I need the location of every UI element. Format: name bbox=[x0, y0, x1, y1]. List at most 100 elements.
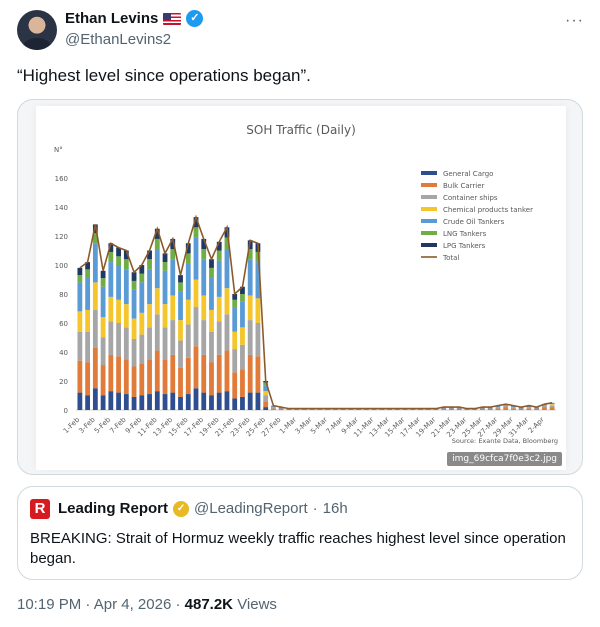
soh-traffic-chart: SOH Traffic (Daily) N° 0 20 40 60 80 100 120 140 1… bbox=[54, 123, 558, 445]
bar-segment bbox=[216, 296, 222, 322]
bar-segment bbox=[131, 289, 137, 319]
bar-segment bbox=[503, 407, 509, 410]
bar-segment bbox=[201, 392, 207, 410]
y-tick-label: 80 bbox=[59, 291, 68, 299]
bar-segment bbox=[224, 288, 230, 315]
bar-segment bbox=[154, 391, 160, 410]
bar-segment bbox=[201, 295, 207, 321]
bar-segment bbox=[495, 408, 501, 410]
bar-segment bbox=[185, 324, 191, 358]
bar-segment bbox=[534, 408, 540, 410]
bar-segment bbox=[193, 217, 199, 228]
bar-segment bbox=[162, 270, 168, 305]
more-options-icon[interactable]: ··· bbox=[565, 12, 584, 29]
legend-label: Chemical products tanker bbox=[443, 206, 533, 214]
bar-segment bbox=[108, 251, 114, 263]
bar-segment bbox=[154, 249, 160, 289]
chart-image: SOH Traffic (Daily) N° 0 20 40 60 80 100 120 140 1… bbox=[36, 106, 566, 470]
bar-segment bbox=[170, 354, 176, 393]
bar-segment bbox=[240, 369, 245, 397]
bar-segment bbox=[209, 362, 214, 396]
bar-segment bbox=[170, 259, 176, 296]
legend-label-total: Total bbox=[442, 254, 459, 262]
quoted-tweet[interactable]: R Leading Report ✓ @LeadingReport · 16h … bbox=[17, 486, 583, 580]
legend-swatch bbox=[421, 195, 437, 199]
bar-segment bbox=[209, 395, 214, 410]
bar-segment bbox=[162, 262, 168, 271]
author-name[interactable]: Ethan Levins bbox=[65, 10, 159, 27]
bar-segment bbox=[255, 356, 261, 393]
bar-segment bbox=[123, 269, 129, 305]
bar-segment bbox=[216, 260, 222, 297]
legend-label: LNG Tankers bbox=[443, 230, 487, 238]
bar-segment bbox=[216, 250, 222, 261]
legend-label: Bulk Carrier bbox=[443, 182, 485, 190]
bar-segment bbox=[232, 331, 238, 350]
bar-segment bbox=[201, 249, 207, 260]
bar-segment bbox=[495, 407, 501, 409]
bar-segment bbox=[170, 320, 176, 355]
bar-segment bbox=[224, 314, 230, 351]
bar-segment bbox=[123, 394, 129, 410]
bar-segment bbox=[131, 396, 137, 410]
bar-segment bbox=[92, 243, 98, 283]
bar-segment bbox=[178, 275, 183, 283]
us-flag-icon bbox=[163, 12, 182, 25]
bar-segment bbox=[170, 238, 176, 250]
verified-badge-icon[interactable]: ✓ bbox=[186, 10, 204, 27]
bar-segment bbox=[162, 327, 168, 360]
bar-segment bbox=[271, 408, 276, 410]
gold-verified-badge-icon: ✓ bbox=[173, 500, 190, 517]
bar-segment bbox=[240, 286, 245, 294]
bar-segment bbox=[232, 349, 238, 373]
bar-segment bbox=[170, 392, 176, 410]
bar-segment bbox=[162, 359, 168, 395]
x-tick-label: 3-Feb bbox=[77, 415, 97, 435]
bar-segment bbox=[255, 392, 261, 410]
bar-segment bbox=[178, 282, 183, 292]
bar-segment bbox=[85, 262, 91, 270]
bar-segment bbox=[108, 243, 114, 252]
leading-report-logo-icon: R bbox=[30, 499, 50, 519]
bar-segment bbox=[247, 295, 253, 321]
bar-segment bbox=[108, 354, 114, 392]
bar-segment bbox=[131, 318, 137, 339]
bar-segment bbox=[92, 347, 98, 389]
bar-segment bbox=[85, 395, 91, 410]
tweet-date[interactable]: Apr 4, 2026 bbox=[93, 596, 172, 613]
bar-segment bbox=[139, 273, 145, 283]
bar-segment bbox=[541, 407, 547, 410]
quoted-tweet-header: Leading Report ✓ @LeadingReport · 16h bbox=[58, 500, 348, 517]
legend-swatch bbox=[421, 171, 437, 175]
bar-segment bbox=[147, 269, 152, 305]
y-tick-label: 160 bbox=[55, 175, 68, 183]
meta-separator: · bbox=[175, 596, 185, 613]
bar-segment bbox=[147, 327, 152, 360]
bar-segment bbox=[240, 301, 245, 328]
bar-segment bbox=[116, 356, 121, 393]
bar-segment bbox=[511, 407, 516, 409]
total-line bbox=[79, 214, 553, 410]
bar-segment bbox=[263, 391, 269, 396]
bar-segment bbox=[255, 262, 261, 299]
bar-segment bbox=[185, 394, 191, 410]
bar-segment bbox=[116, 323, 121, 357]
tweet-media[interactable]: SOH Traffic (Daily) N° 0 20 40 60 80 100 120 140 1… bbox=[17, 99, 583, 475]
bar-segment bbox=[77, 392, 83, 410]
author-handle[interactable]: @EthanLevins2 bbox=[65, 31, 172, 48]
bar-segment bbox=[100, 365, 106, 396]
bar-segment bbox=[549, 405, 555, 408]
views-label: Views bbox=[237, 596, 277, 613]
bar-segment bbox=[100, 278, 106, 287]
bar-segment bbox=[278, 408, 284, 410]
bar-segment bbox=[216, 392, 222, 410]
bar-segment bbox=[77, 267, 83, 276]
bar-segment bbox=[193, 346, 199, 389]
meta-separator: · bbox=[85, 596, 94, 613]
legend-label: LPG Tankers bbox=[443, 242, 486, 250]
bar-segment bbox=[201, 238, 207, 250]
legend-swatch bbox=[421, 231, 437, 235]
tweet-time[interactable]: 10:19 PM bbox=[17, 596, 82, 613]
avatar[interactable] bbox=[17, 10, 57, 50]
bar-segment bbox=[240, 344, 245, 370]
